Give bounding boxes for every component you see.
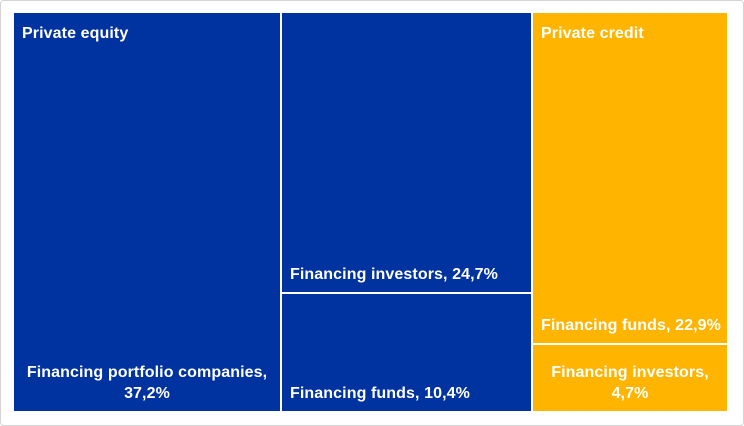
group-label-private-equity: Private equity [22, 25, 129, 42]
tile-label-portfolio-companies: Financing portfolio companies, 37,2% [26, 364, 268, 402]
tile-label-pe-investors: Financing investors, 24,7% [290, 266, 498, 283]
group-label-private-credit: Private credit [541, 25, 644, 42]
tile-label-pc-investors: Financing investors, 4,7% [551, 364, 709, 402]
tile-label-pc-funds: Financing funds, 22,9% [541, 317, 722, 334]
tile-private-credit-investors[interactable]: Financing investors, 4,7% [533, 345, 727, 411]
tile-label-pe-funds: Financing funds, 10,4% [290, 385, 471, 402]
tile-private-credit-funds[interactable]: Private credit Financing funds, 22,9% [533, 13, 727, 343]
plot-area: Private equity Financing portfolio compa… [14, 13, 727, 411]
tile-private-equity-investors[interactable]: Financing investors, 24,7% [282, 13, 531, 292]
tile-private-equity-portfolio-companies[interactable]: Private equity Financing portfolio compa… [14, 13, 280, 411]
tile-private-equity-funds[interactable]: Financing funds, 10,4% [282, 294, 531, 411]
